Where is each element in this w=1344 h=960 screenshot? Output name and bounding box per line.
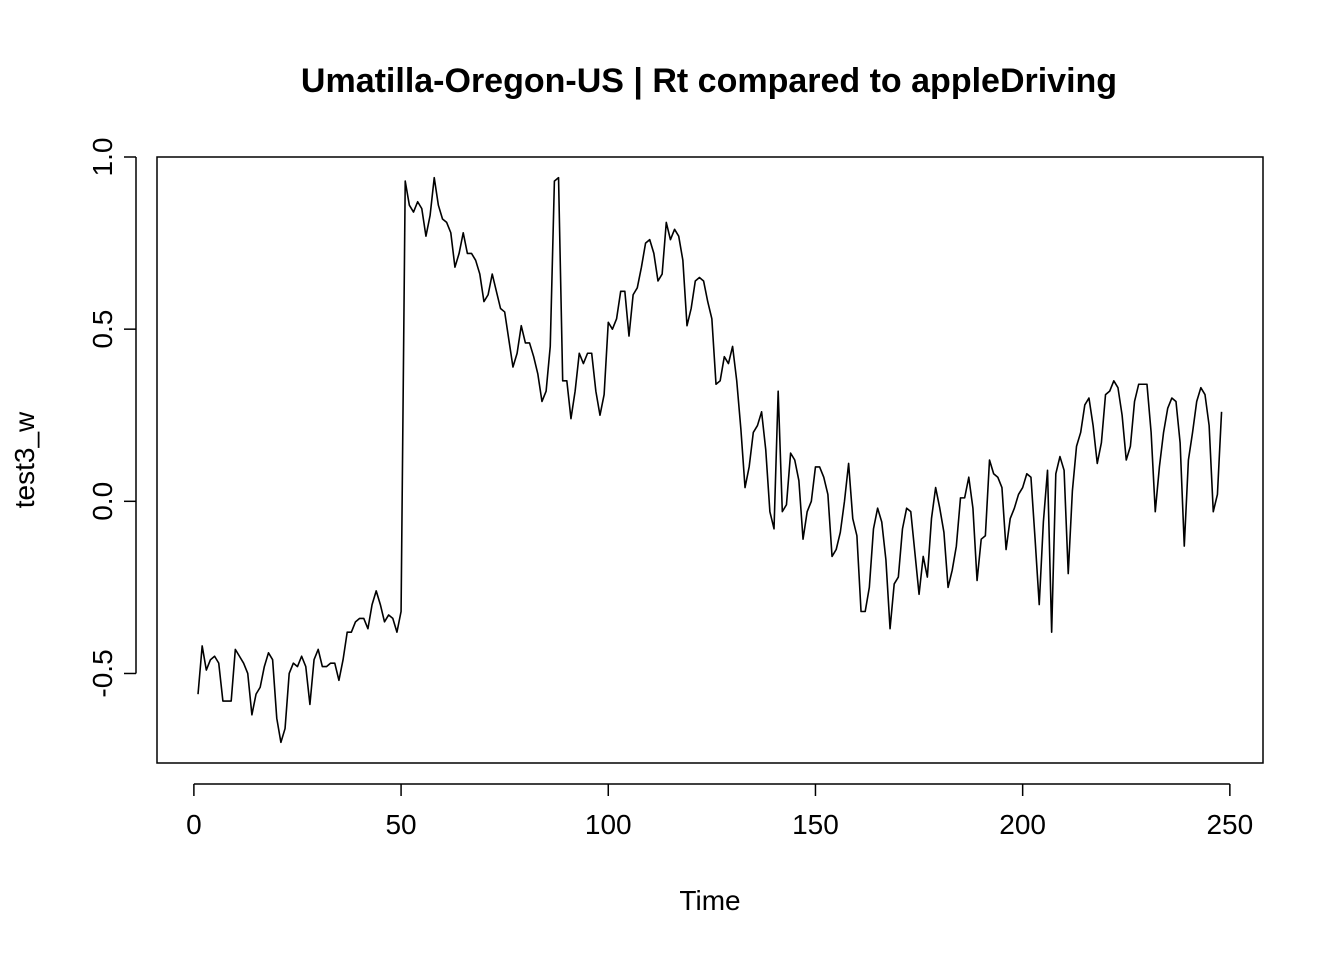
y-tick-label: 1.0	[87, 138, 118, 177]
x-tick-label: 150	[792, 809, 839, 840]
y-tick-label: 0.0	[87, 482, 118, 521]
chart-title: Umatilla-Oregon-US | Rt compared to appl…	[301, 62, 1117, 100]
y-axis: -0.5 0.0 0.5 1.0	[87, 138, 137, 698]
x-axis-label: Time	[679, 885, 740, 916]
series-line	[197, 176, 1223, 744]
plot-area-frame	[156, 156, 1264, 764]
x-tick-label: 200	[999, 809, 1046, 840]
x-tick-label: 100	[585, 809, 632, 840]
x-tick-label: 0	[186, 809, 202, 840]
y-axis-label: test3_w	[9, 411, 40, 508]
x-tick-label: 250	[1206, 809, 1253, 840]
y-tick-label: -0.5	[87, 649, 118, 697]
x-tick-label: 50	[385, 809, 416, 840]
x-axis: 0 50 100 150 200 250	[186, 783, 1253, 840]
y-tick-label: 0.5	[87, 310, 118, 349]
